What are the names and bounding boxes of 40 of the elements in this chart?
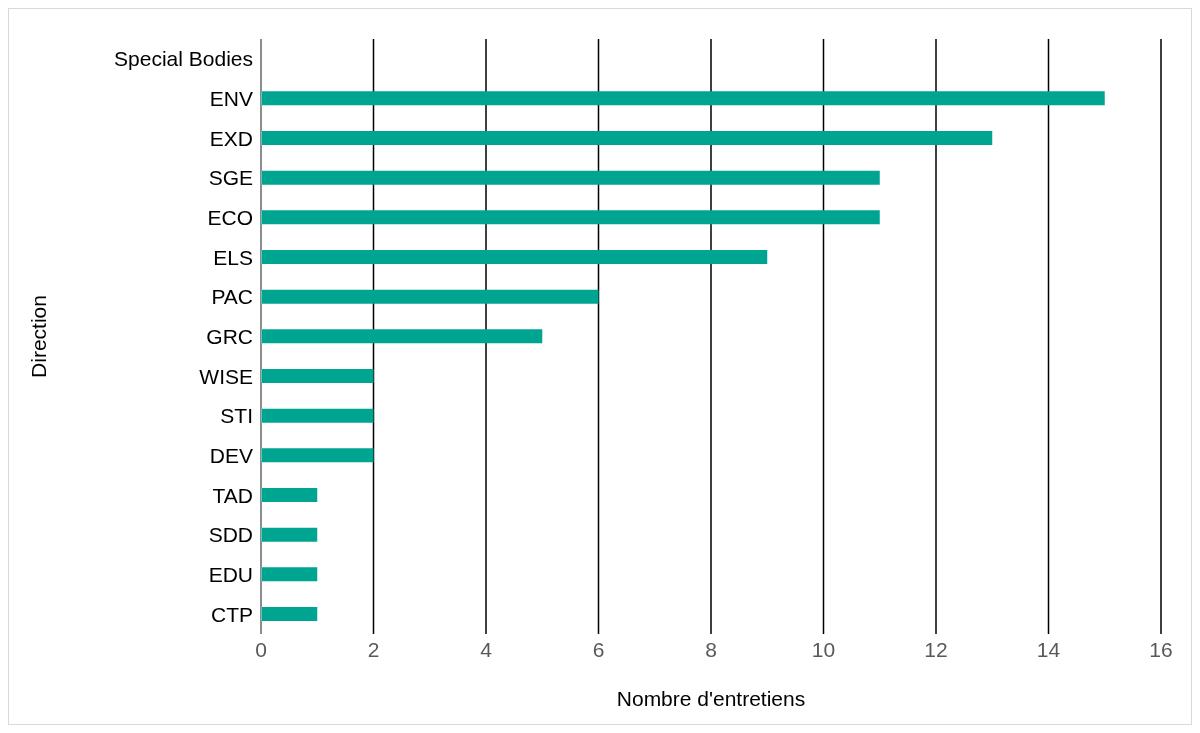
bar xyxy=(261,369,374,384)
bar xyxy=(261,170,880,185)
x-tick-label: 16 xyxy=(1149,637,1173,661)
y-axis-title: Direction xyxy=(27,295,51,378)
y-tick-label: EDU xyxy=(208,562,253,586)
bar xyxy=(261,527,318,542)
bar xyxy=(261,408,374,423)
y-tick-label: CTP xyxy=(211,602,253,626)
y-tick-label: ECO xyxy=(207,205,253,229)
bar xyxy=(261,210,880,225)
bar xyxy=(261,250,768,265)
x-tick-label: 2 xyxy=(367,637,380,661)
x-tick-label: 4 xyxy=(480,637,493,661)
bar xyxy=(261,448,374,463)
bar xyxy=(261,488,318,503)
x-tick-label: 14 xyxy=(1036,637,1061,661)
bar xyxy=(261,329,543,344)
bar xyxy=(261,289,599,304)
y-tick-label: GRC xyxy=(206,324,253,348)
y-tick-label: SDD xyxy=(208,523,253,547)
y-tick-label: Special Bodies xyxy=(114,47,253,71)
x-tick-label: 12 xyxy=(924,637,948,661)
y-tick-label: STI xyxy=(220,404,253,428)
bar xyxy=(261,131,993,146)
y-tick-label: EXD xyxy=(209,126,253,150)
y-tick-label: ENV xyxy=(209,86,253,110)
y-tick-label: PAC xyxy=(211,285,253,309)
y-tick-label: WISE xyxy=(199,364,253,388)
x-tick-label: 0 xyxy=(255,637,267,661)
bar xyxy=(261,91,1105,106)
y-tick-label: TAD xyxy=(212,483,253,507)
x-tick-label: 8 xyxy=(705,637,717,661)
x-tick-label: 10 xyxy=(811,637,836,661)
x-tick-label: 6 xyxy=(592,637,605,661)
y-tick-label: SGE xyxy=(208,166,253,190)
x-axis-title: Nombre d'entretiens xyxy=(616,687,806,710)
y-tick-label: ELS xyxy=(213,245,253,269)
bar xyxy=(261,567,318,582)
y-tick-label: DEV xyxy=(209,443,253,467)
bar xyxy=(261,607,318,622)
